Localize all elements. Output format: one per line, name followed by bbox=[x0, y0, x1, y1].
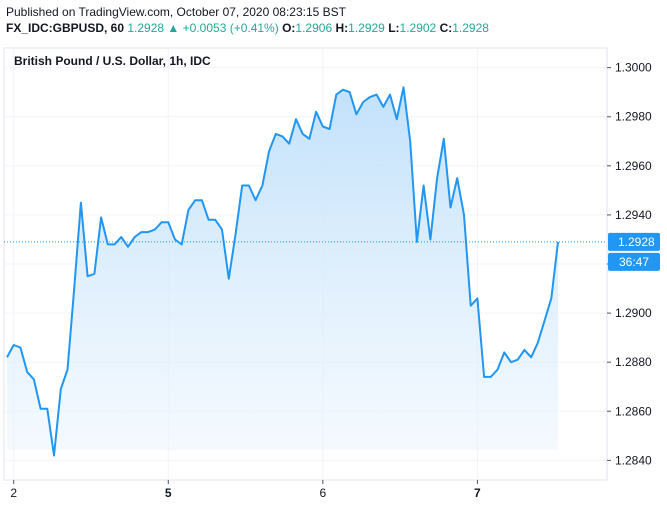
open-label: O: bbox=[282, 21, 296, 35]
y-tick-label: 1.2840 bbox=[615, 453, 652, 467]
price-tags: 1.2928 36:47 bbox=[608, 232, 660, 271]
time-axis[interactable]: 2 5 6 7 bbox=[10, 480, 481, 500]
price-change: +0.0053 (+0.41%) bbox=[182, 21, 279, 35]
published-line: Published on TradingView.com, October 07… bbox=[6, 5, 346, 19]
x-tick-label: 5 bbox=[165, 486, 172, 500]
symbol-line: FX_IDC:GBPUSD, 60 1.2928 ▲ +0.0053 (+0.4… bbox=[6, 20, 489, 36]
y-tick-label: 1.2940 bbox=[615, 208, 652, 222]
low-value: 1.2902 bbox=[399, 21, 437, 35]
close-label: C: bbox=[439, 21, 453, 35]
x-tick-label: 7 bbox=[474, 486, 481, 500]
symbol-name: FX_IDC:GBPUSD, 60 bbox=[6, 21, 125, 35]
last-price: 1.2928 bbox=[127, 21, 165, 35]
chart-title: British Pound / U.S. Dollar, 1h, IDC bbox=[14, 54, 211, 68]
y-tick-label: 1.2900 bbox=[615, 306, 652, 320]
low-label: L: bbox=[388, 21, 400, 35]
y-tick-label: 1.2880 bbox=[615, 355, 652, 369]
last-price-tag bbox=[608, 232, 660, 251]
countdown-tag-label: 36:47 bbox=[619, 255, 649, 269]
up-arrow-icon: ▲ bbox=[167, 21, 180, 35]
y-tick-label: 1.2960 bbox=[615, 159, 652, 173]
price-area-fill bbox=[7, 87, 558, 456]
y-tick-label: 1.2860 bbox=[615, 404, 652, 418]
chart-header: Published on TradingView.com, October 07… bbox=[6, 4, 489, 36]
high-value: 1.2929 bbox=[348, 21, 385, 35]
close-value: 1.2928 bbox=[452, 21, 489, 35]
countdown-tag bbox=[608, 252, 660, 271]
open-value: 1.2906 bbox=[295, 21, 333, 35]
price-line bbox=[6, 86, 559, 457]
x-tick-label: 6 bbox=[319, 486, 326, 500]
y-tick-label: 1.2980 bbox=[615, 110, 652, 124]
x-tick-label: 2 bbox=[10, 486, 17, 500]
high-label: H: bbox=[335, 21, 349, 35]
y-tick-label: 1.3000 bbox=[615, 61, 652, 75]
last-price-tag-label: 1.2928 bbox=[618, 235, 655, 249]
